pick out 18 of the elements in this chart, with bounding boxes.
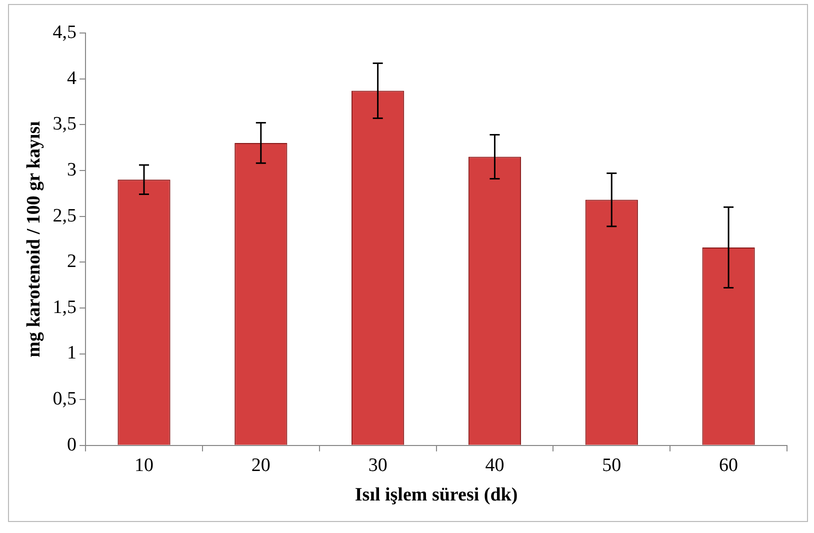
y-axis-title: mg karotenoid / 100 gr kayısı xyxy=(23,121,44,358)
x-tick-label: 50 xyxy=(602,454,622,476)
x-tick-label: 40 xyxy=(485,454,504,476)
y-tick-label: 3,5 xyxy=(52,114,77,135)
y-tick-label: 0,5 xyxy=(52,388,77,410)
y-tick-label: 1 xyxy=(67,342,77,364)
y-tick-label: 4 xyxy=(67,68,78,89)
y-tick-label: 2,5 xyxy=(52,205,77,226)
x-tick-label: 20 xyxy=(251,454,270,476)
x-axis-title: Isıl işlem süresi (dk) xyxy=(354,484,518,506)
y-tick-label: 1,5 xyxy=(52,296,77,318)
y-tick-label: 4,5 xyxy=(52,22,77,43)
x-tick-label: 60 xyxy=(719,454,738,476)
x-tick-label: 30 xyxy=(368,454,388,476)
y-tick-label: 0 xyxy=(67,434,77,456)
y-tick-label: 3 xyxy=(67,159,77,180)
x-tick-label: 10 xyxy=(134,454,154,476)
y-tick-label: 2 xyxy=(67,251,77,272)
